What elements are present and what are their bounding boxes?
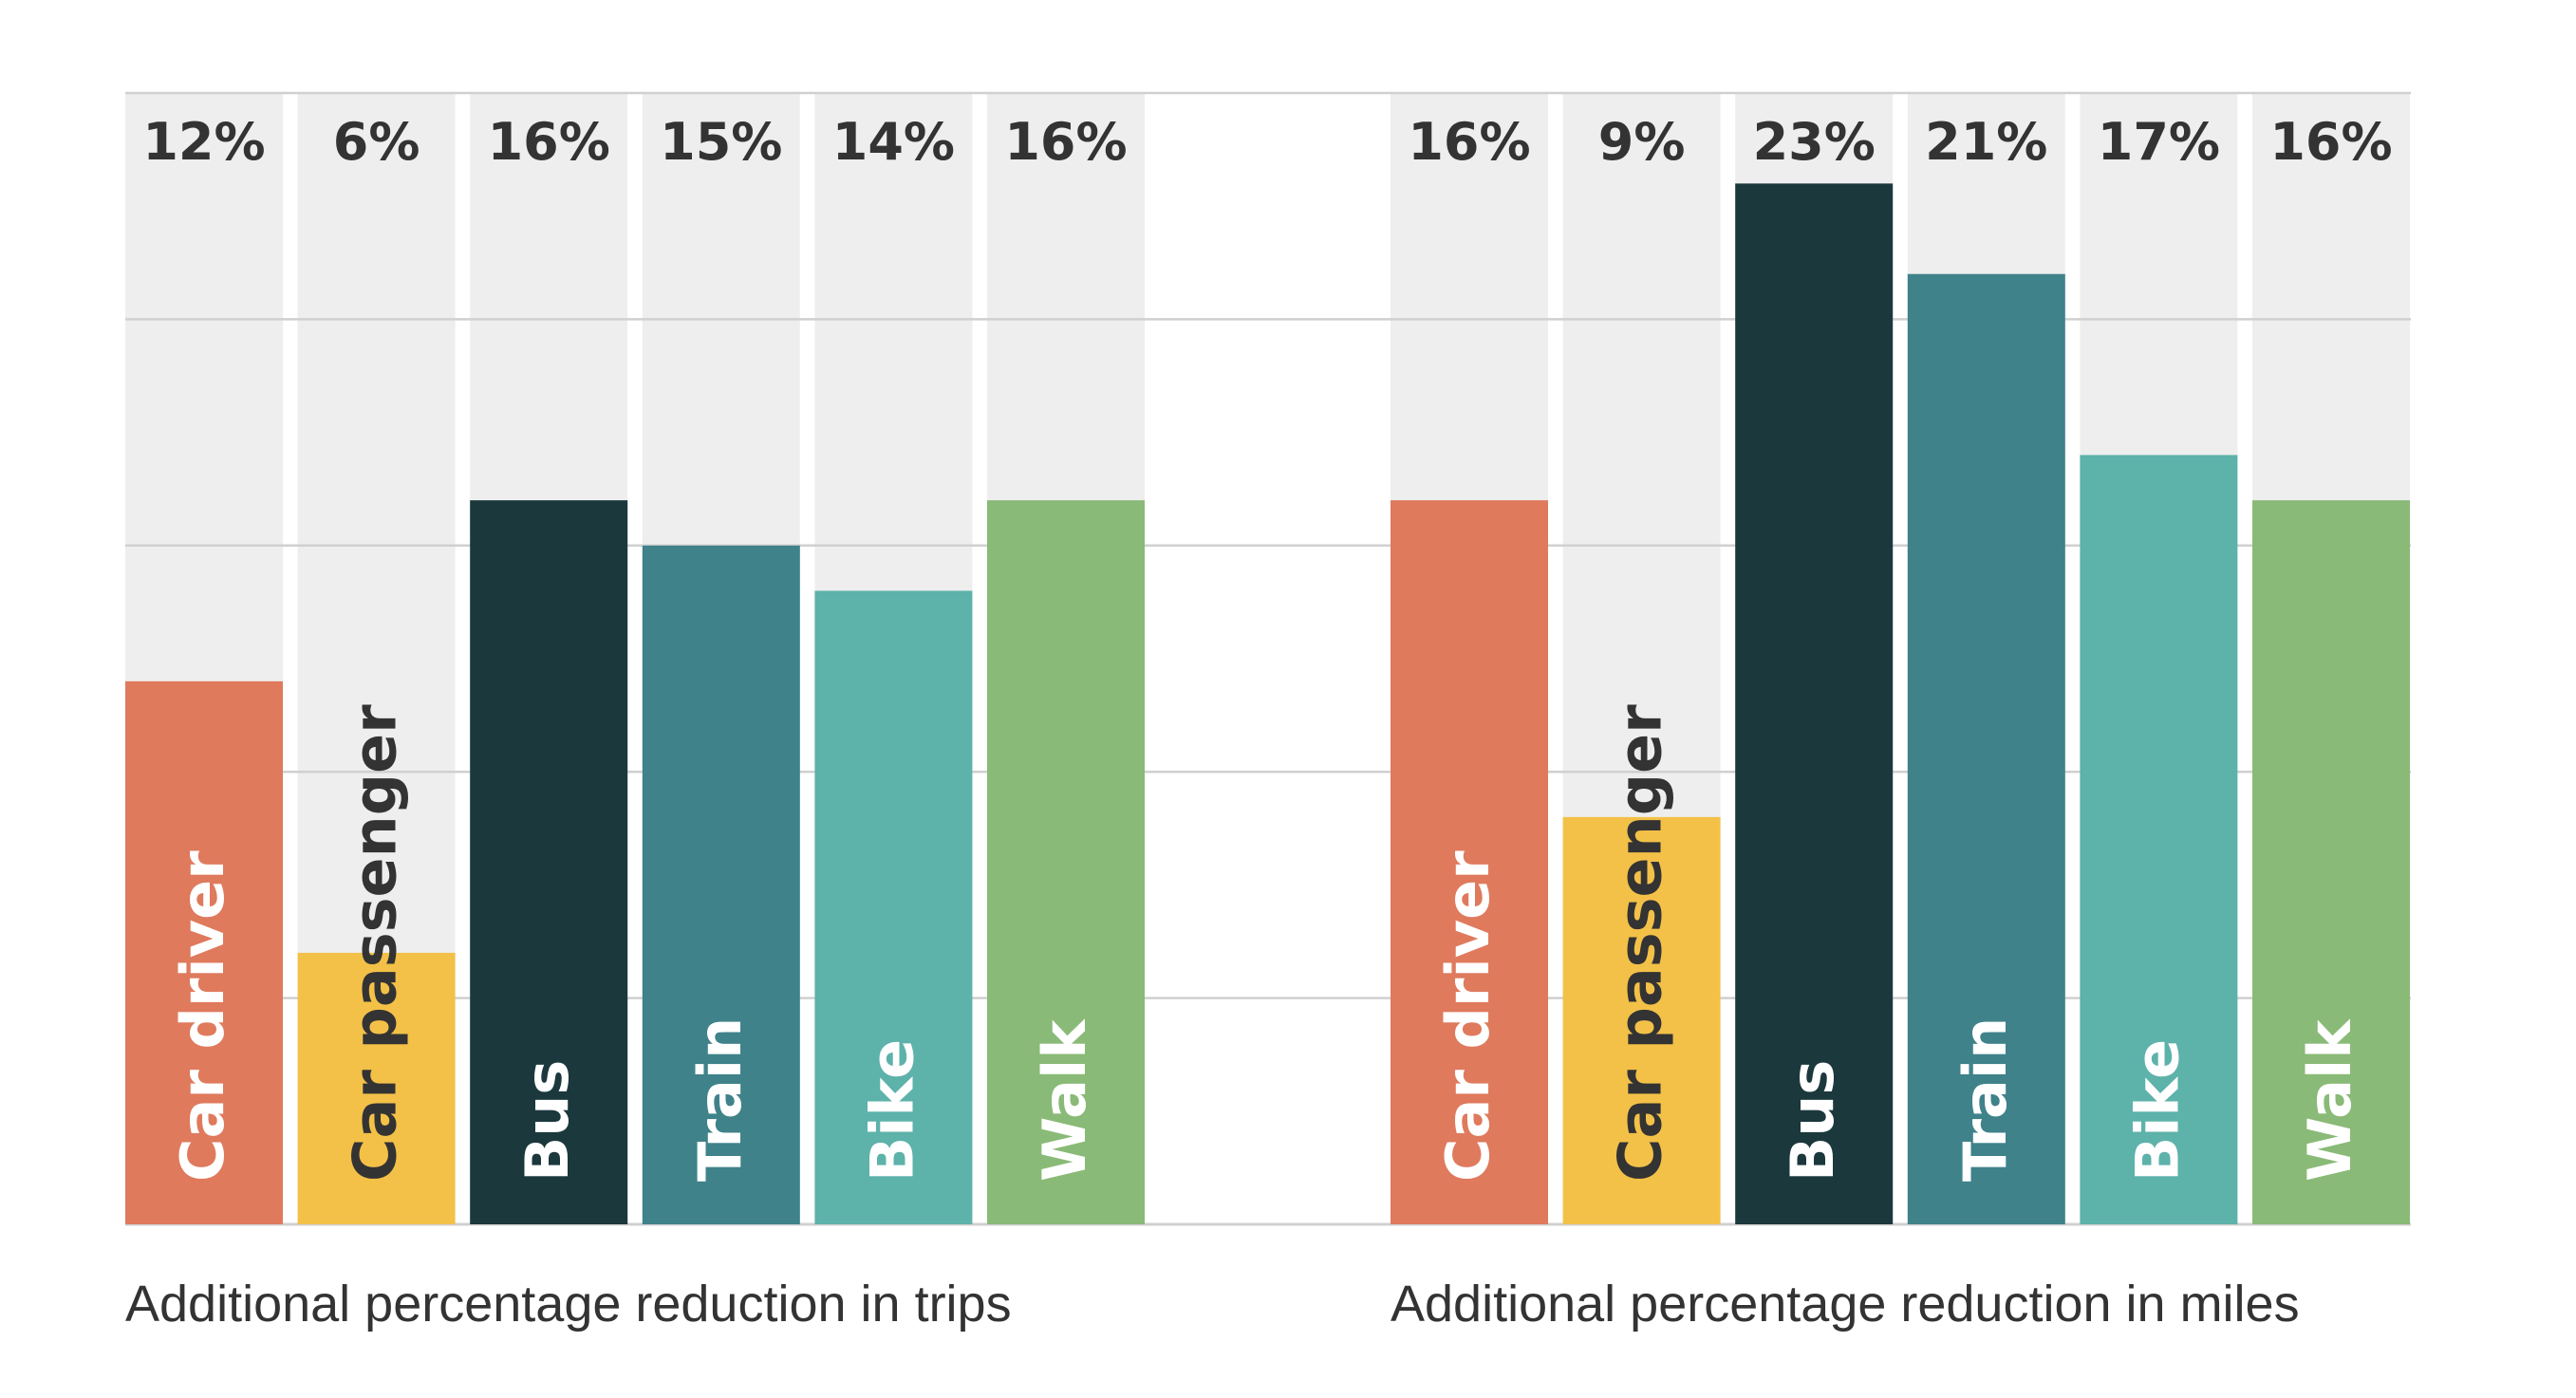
value-label: 15% bbox=[660, 112, 782, 172]
bar-car-passenger bbox=[297, 952, 456, 1224]
category-label: Car passenger bbox=[341, 704, 410, 1182]
bar-bike bbox=[814, 590, 973, 1224]
value-label: 6% bbox=[333, 112, 420, 172]
category-label: Train bbox=[1951, 1017, 2020, 1182]
value-label: 16% bbox=[2269, 112, 2392, 172]
bar-bus bbox=[470, 500, 628, 1224]
bar-car-driver bbox=[125, 680, 283, 1224]
bar-train bbox=[1907, 273, 2065, 1225]
value-label: 16% bbox=[1408, 112, 1530, 172]
value-label: 16% bbox=[1004, 112, 1127, 172]
category-label: Bike bbox=[857, 1039, 926, 1182]
category-label: Train bbox=[685, 1017, 755, 1182]
bar-walk bbox=[987, 500, 1145, 1224]
value-label: 21% bbox=[1925, 112, 2047, 172]
bar-layer bbox=[125, 183, 2410, 1225]
caption-miles: Additional percentage reduction in miles bbox=[1391, 1276, 2300, 1333]
bar-car-driver bbox=[1391, 500, 1548, 1224]
bar-train bbox=[642, 545, 800, 1224]
value-label: 17% bbox=[2098, 112, 2220, 172]
category-label: Bus bbox=[1778, 1060, 1847, 1182]
category-label: Car driver bbox=[1433, 850, 1503, 1182]
value-label: 9% bbox=[1598, 112, 1686, 172]
category-label: Bike bbox=[2122, 1039, 2192, 1182]
value-label: 23% bbox=[1753, 112, 1876, 172]
value-label: 14% bbox=[832, 112, 955, 172]
bar-car-passenger bbox=[1562, 816, 1721, 1224]
caption-trips: Additional percentage reduction in trips bbox=[125, 1276, 1012, 1333]
label-layer: 12% Car driver 6% Car passenger 16% Bus 15% Tra… bbox=[142, 112, 2392, 1182]
category-label: Walk bbox=[1030, 1018, 1099, 1182]
value-label: 16% bbox=[488, 112, 610, 172]
category-label: Car passenger bbox=[1606, 704, 1675, 1182]
category-label: Car driver bbox=[168, 850, 237, 1182]
category-label: Bus bbox=[513, 1060, 582, 1182]
bar-walk bbox=[2252, 500, 2410, 1224]
gridline-layer bbox=[125, 91, 2411, 1226]
bar-bike bbox=[2080, 455, 2238, 1224]
bar-bus bbox=[1735, 183, 1894, 1225]
category-label: Walk bbox=[2295, 1018, 2364, 1182]
value-label: 12% bbox=[142, 112, 265, 172]
track-layer bbox=[125, 93, 2410, 1224]
